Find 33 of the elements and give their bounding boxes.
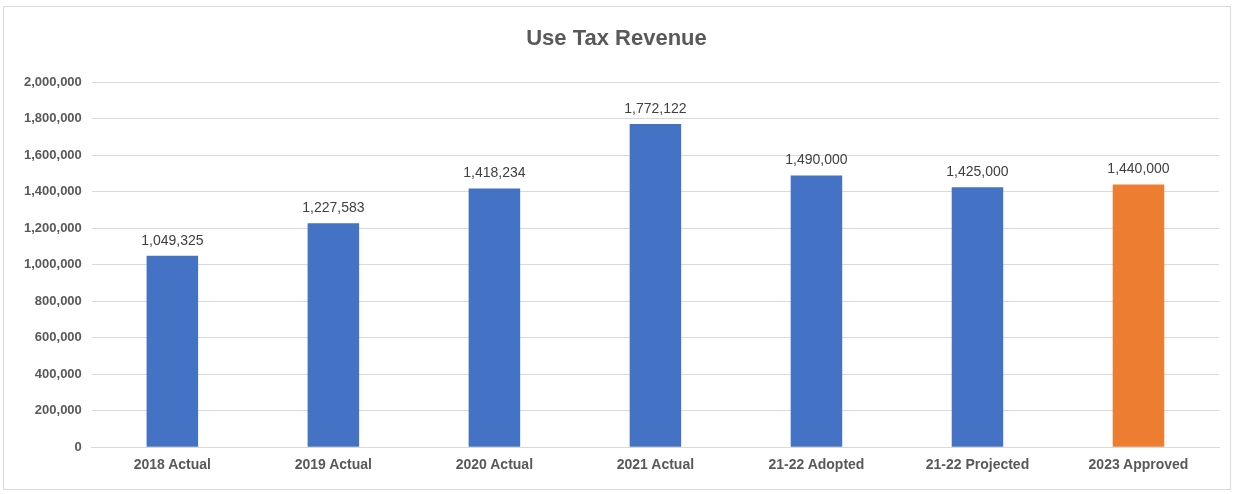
bar xyxy=(307,223,360,447)
y-tick-label: 2,000,000 xyxy=(23,73,82,89)
data-label: 1,440,000 xyxy=(1107,160,1170,177)
y-tick-label: 1,200,000 xyxy=(23,219,82,235)
x-tick-label: 2023 Approved xyxy=(1088,456,1189,473)
x-tick-label: 2020 Actual xyxy=(455,456,534,473)
x-tick-label: 21-22 Projected xyxy=(925,456,1030,473)
y-tick-label: 1,000,000 xyxy=(23,256,82,272)
bar xyxy=(1112,184,1165,447)
y-tick-label: 600,000 xyxy=(34,329,82,345)
x-tick-label: 21-22 Adopted xyxy=(768,456,865,473)
y-tick-label: 1,800,000 xyxy=(23,110,82,126)
data-label: 1,425,000 xyxy=(946,163,1009,180)
bar xyxy=(951,187,1004,447)
x-tick-label: 2019 Actual xyxy=(294,456,373,473)
y-tick-label: 1,400,000 xyxy=(23,183,82,199)
data-label: 1,490,000 xyxy=(785,151,848,168)
x-tick-label: 2018 Actual xyxy=(133,456,211,473)
chart-title: Use Tax Revenue xyxy=(526,25,707,51)
data-label: 1,418,234 xyxy=(463,164,526,181)
y-tick-label: 0 xyxy=(74,438,82,454)
x-tick-label: 2021 Actual xyxy=(616,456,695,473)
data-label: 1,227,583 xyxy=(302,199,365,216)
bar xyxy=(629,123,682,447)
bar xyxy=(468,188,521,447)
bar xyxy=(146,255,199,447)
bar xyxy=(790,175,843,447)
y-tick-label: 400,000 xyxy=(34,365,82,381)
y-tick-label: 800,000 xyxy=(34,292,82,308)
data-label: 1,772,122 xyxy=(624,99,687,116)
data-label: 1,049,325 xyxy=(141,231,204,248)
y-tick-label: 1,600,000 xyxy=(23,146,82,162)
y-tick-label: 200,000 xyxy=(34,402,82,418)
